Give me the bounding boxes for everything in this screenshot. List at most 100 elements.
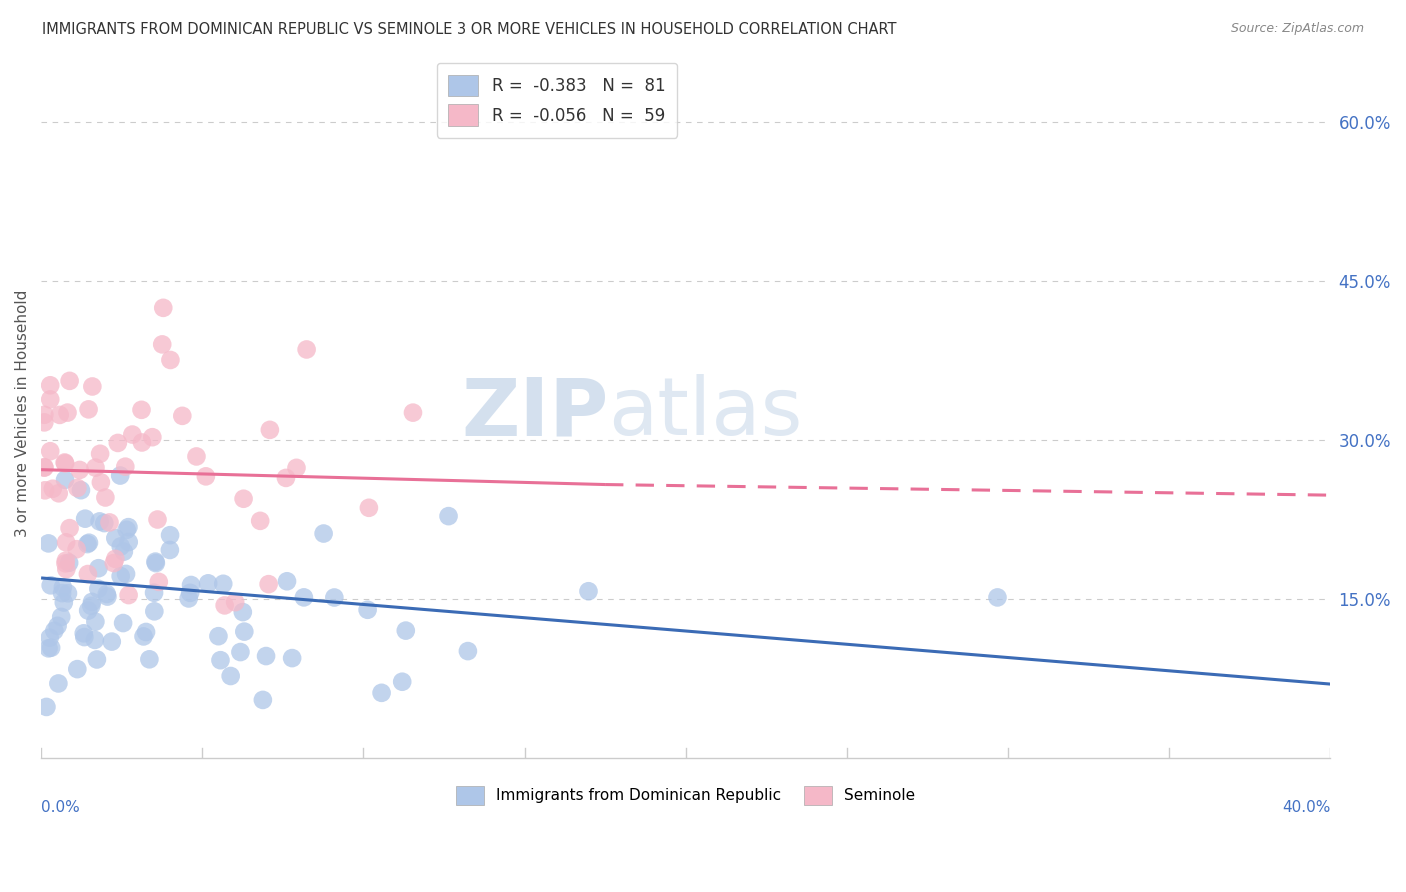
Point <box>233 624 256 639</box>
Point <box>34 416 56 430</box>
Point <box>457 644 479 658</box>
Point <box>65 542 87 557</box>
Point <box>281 651 304 665</box>
Point <box>252 693 274 707</box>
Point <box>69 463 91 477</box>
Point <box>53 456 76 470</box>
Point <box>56 406 79 420</box>
Point <box>46 619 69 633</box>
Point <box>145 556 167 570</box>
Point <box>254 648 277 663</box>
Point <box>53 473 76 487</box>
Point <box>194 469 217 483</box>
Point <box>51 610 73 624</box>
Point <box>146 512 169 526</box>
Point <box>87 582 110 596</box>
Point <box>259 423 281 437</box>
Point <box>76 537 98 551</box>
Point <box>70 483 93 498</box>
Point <box>232 491 254 506</box>
Point <box>58 556 80 570</box>
Point <box>66 481 89 495</box>
Point <box>224 595 246 609</box>
Point <box>135 624 157 639</box>
Point <box>89 515 111 529</box>
Point <box>89 447 111 461</box>
Point <box>159 353 181 368</box>
Point <box>55 554 77 568</box>
Point <box>94 491 117 505</box>
Point <box>107 436 129 450</box>
Point <box>152 301 174 315</box>
Point <box>53 455 76 469</box>
Point <box>207 629 229 643</box>
Point <box>34 483 56 498</box>
Point <box>77 604 100 618</box>
Point <box>437 509 460 524</box>
Point <box>276 574 298 589</box>
Legend: Immigrants from Dominican Republic, Seminole: Immigrants from Dominican Republic, Semi… <box>449 778 922 813</box>
Point <box>295 343 318 357</box>
Point <box>48 408 70 422</box>
Point <box>103 556 125 570</box>
Point <box>112 615 135 630</box>
Point <box>578 584 600 599</box>
Point <box>232 605 254 619</box>
Point <box>86 652 108 666</box>
Point <box>112 544 135 558</box>
Point <box>141 430 163 444</box>
Point <box>197 576 219 591</box>
Point <box>56 586 79 600</box>
Text: 0.0%: 0.0% <box>41 800 80 814</box>
Point <box>77 402 100 417</box>
Point <box>34 408 56 422</box>
Point <box>77 567 100 582</box>
Point <box>100 634 122 648</box>
Point <box>391 674 413 689</box>
Point <box>110 540 132 554</box>
Point <box>83 632 105 647</box>
Point <box>84 615 107 629</box>
Point <box>39 378 62 392</box>
Point <box>110 569 132 583</box>
Point <box>75 511 97 525</box>
Point <box>131 435 153 450</box>
Point <box>357 500 380 515</box>
Point <box>59 374 82 388</box>
Point <box>143 604 166 618</box>
Point <box>48 676 70 690</box>
Point <box>55 557 77 571</box>
Point <box>159 543 181 558</box>
Point <box>93 516 115 530</box>
Point <box>121 427 143 442</box>
Point <box>370 686 392 700</box>
Text: atlas: atlas <box>609 375 803 452</box>
Point <box>285 460 308 475</box>
Point <box>44 624 66 638</box>
Point <box>82 379 104 393</box>
Point <box>80 599 103 613</box>
Point <box>132 629 155 643</box>
Point <box>84 460 107 475</box>
Point <box>52 580 75 594</box>
Point <box>55 562 77 576</box>
Point <box>395 624 418 638</box>
Point <box>145 555 167 569</box>
Point <box>39 640 62 655</box>
Point <box>117 588 139 602</box>
Point <box>37 536 59 550</box>
Point <box>274 471 297 485</box>
Point <box>402 406 425 420</box>
Point <box>104 552 127 566</box>
Point <box>98 516 121 530</box>
Text: ZIP: ZIP <box>461 375 609 452</box>
Point <box>312 526 335 541</box>
Point <box>77 535 100 549</box>
Point <box>212 576 235 591</box>
Point <box>34 460 56 475</box>
Point <box>48 486 70 500</box>
Point <box>104 531 127 545</box>
Point <box>96 587 118 601</box>
Point <box>172 409 194 423</box>
Point <box>114 459 136 474</box>
